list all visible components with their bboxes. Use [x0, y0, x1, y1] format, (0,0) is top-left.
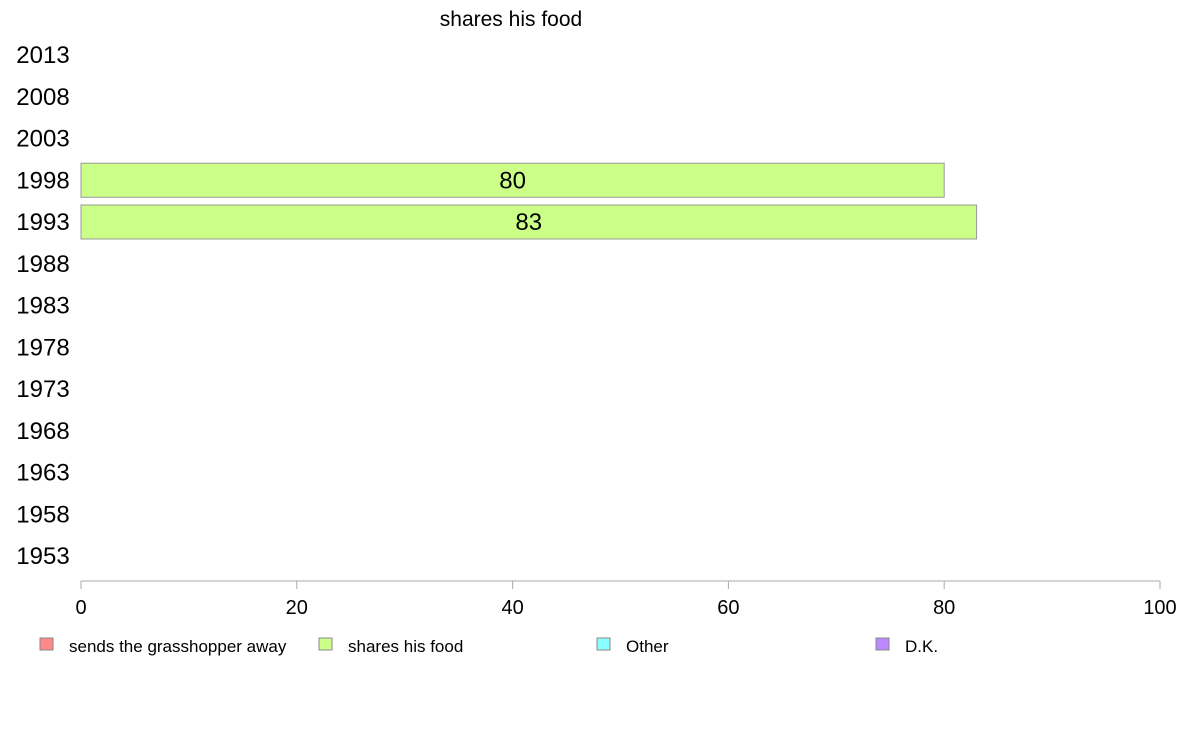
category-label: 1998: [16, 167, 69, 194]
category-label: 1983: [16, 293, 69, 320]
legend-item: sends the grasshopper away: [39, 637, 287, 656]
legend-label: D.K.: [905, 637, 938, 656]
legend: sends the grasshopper away shares his foo…: [39, 637, 938, 656]
bar: [80, 162, 945, 198]
bars-layer: 80 83: [80, 162, 978, 240]
legend-swatch: [318, 637, 333, 651]
category-label: 1968: [16, 418, 69, 445]
x-tick-label: 60: [717, 597, 739, 619]
x-axis: 0 20 40 60 80 100: [75, 580, 1177, 619]
category-label: 1988: [16, 251, 69, 278]
legend-item: Other: [596, 637, 669, 656]
category-label: 2008: [16, 84, 69, 111]
bar-value-label: 80: [499, 167, 526, 194]
category-labels: 2013 2008 2003 1998 1993 1988 1983 1978 1973 1968…: [16, 42, 69, 570]
x-tick-label: 40: [501, 597, 523, 619]
x-tick-label: 0: [75, 597, 86, 619]
category-label: 1978: [16, 334, 69, 361]
legend-swatch: [596, 637, 611, 651]
legend-label: shares his food: [348, 637, 463, 656]
legend-label: sends the grasshopper away: [69, 637, 287, 656]
legend-label: Other: [626, 637, 669, 656]
category-label: 1953: [16, 543, 69, 570]
bar-value-label: 83: [515, 209, 542, 236]
category-label: 1963: [16, 460, 69, 487]
category-label: 1973: [16, 376, 69, 403]
legend-swatch: [39, 637, 54, 651]
category-label: 1993: [16, 209, 69, 236]
bar: [80, 204, 978, 240]
legend-item: shares his food: [318, 637, 463, 656]
x-tick-label: 20: [286, 597, 308, 619]
x-tick-label: 100: [1143, 597, 1176, 619]
category-label: 2003: [16, 126, 69, 153]
category-label: 1958: [16, 501, 69, 528]
legend-swatch: [875, 637, 890, 651]
chart-title: shares his food: [440, 8, 582, 31]
category-label: 2013: [16, 42, 69, 69]
legend-item: D.K.: [875, 637, 938, 656]
x-tick-label: 80: [933, 597, 955, 619]
